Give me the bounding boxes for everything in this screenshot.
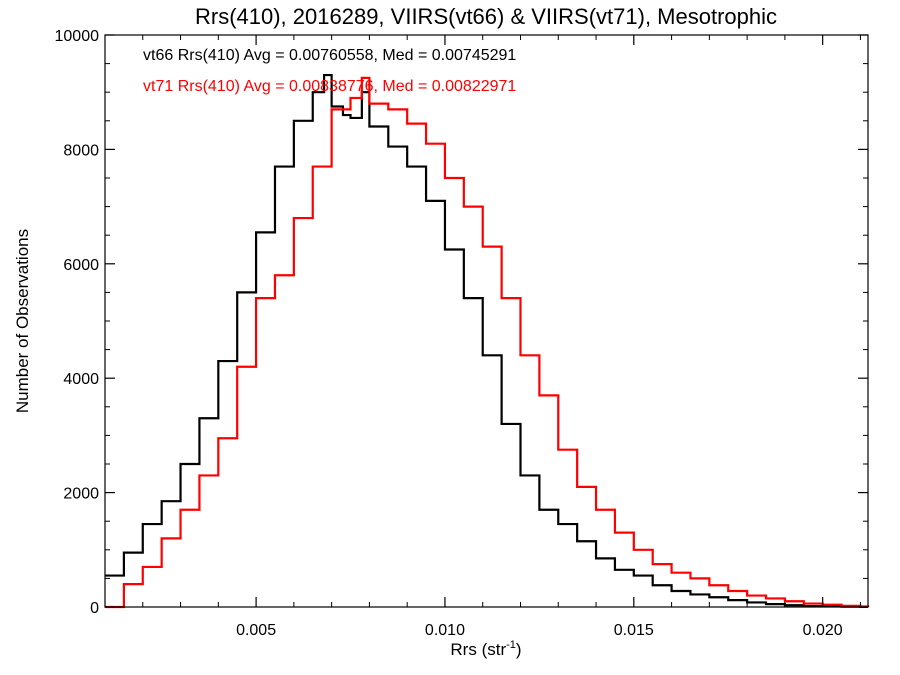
chart-title: Rrs(410), 2016289, VIIRS(vt66) & VIIRS(v… bbox=[195, 4, 777, 29]
x-axis-label: Rrs (str-1) bbox=[450, 639, 521, 659]
y-tick-label: 10000 bbox=[55, 28, 100, 45]
legend-entry-vt66: vt66 Rrs(410) Avg = 0.00760558, Med = 0.… bbox=[143, 47, 516, 64]
series-line-1 bbox=[105, 76, 870, 609]
x-axis-label-close: ) bbox=[516, 640, 522, 659]
series-line-0 bbox=[105, 73, 870, 608]
x-tick-label: 0.020 bbox=[803, 622, 843, 639]
legend-entry-vt71: vt71 Rrs(410) Avg = 0.00838776, Med = 0.… bbox=[143, 78, 516, 95]
y-tick-label: 2000 bbox=[63, 486, 99, 503]
axis-ticks: 0.005 0.010 0.015 0.020 0 2000 4000 6000 8000 100… bbox=[55, 28, 868, 639]
x-tick-label: 0.005 bbox=[236, 622, 276, 639]
plot-frame bbox=[104, 34, 869, 608]
y-tick-label: 0 bbox=[90, 600, 99, 617]
y-tick-label: 6000 bbox=[63, 257, 99, 274]
x-tick-label: 0.010 bbox=[425, 622, 465, 639]
y-tick-label: 8000 bbox=[63, 142, 99, 159]
x-axis-label-superscript: -1 bbox=[506, 639, 516, 651]
y-tick-label: 4000 bbox=[63, 371, 99, 388]
series-layer bbox=[105, 73, 870, 609]
x-axis-label-main: Rrs (str bbox=[450, 640, 506, 659]
legend: vt66 Rrs(410) Avg = 0.00760558, Med = 0.… bbox=[143, 47, 516, 95]
y-axis-label: Number of Observations bbox=[13, 229, 32, 413]
x-tick-label: 0.015 bbox=[614, 622, 654, 639]
